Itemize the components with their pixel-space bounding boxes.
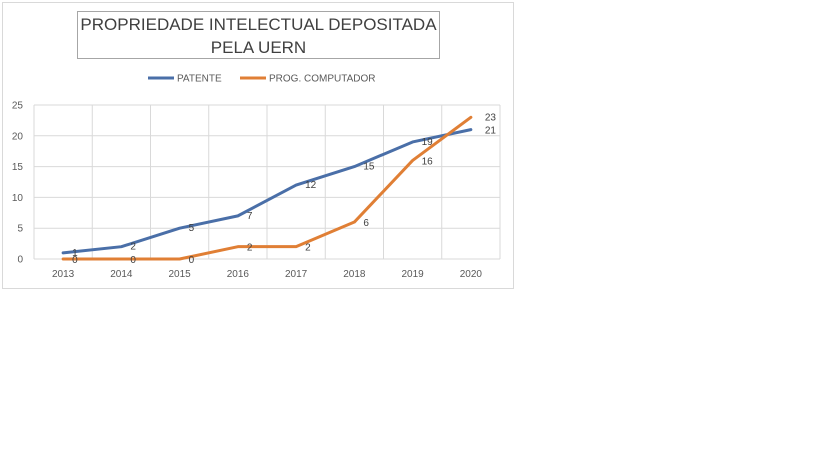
data-label: 7 <box>247 211 253 222</box>
y-tick-label: 25 <box>12 101 24 112</box>
chart-title: PROPRIEDADE INTELECTUAL DEPOSITADA PELA … <box>77 11 440 59</box>
data-label: 2 <box>305 243 311 254</box>
y-tick-label: 15 <box>12 162 24 173</box>
x-tick-label: 2018 <box>343 269 366 280</box>
chart-frame <box>2 2 514 289</box>
series-line-0 <box>61 128 473 255</box>
series-line-1 <box>61 115 473 261</box>
data-label: 0 <box>189 255 195 266</box>
data-label: 6 <box>363 218 369 229</box>
x-tick-label: 2016 <box>227 269 250 280</box>
data-label: 19 <box>422 137 434 148</box>
data-label: 0 <box>130 255 136 266</box>
legend: PATENTE PROG. COMPUTADOR <box>148 74 375 85</box>
x-tick-label: 2019 <box>402 269 425 280</box>
x-tick-label: 2015 <box>169 269 192 280</box>
x-tick-label: 2014 <box>110 269 133 280</box>
data-label: 2 <box>130 242 136 253</box>
data-label: 23 <box>485 112 497 123</box>
data-label: 16 <box>422 156 434 167</box>
data-label: 12 <box>305 180 317 191</box>
data-label: 5 <box>189 223 195 234</box>
data-label: 0 <box>72 255 78 266</box>
legend-label: PROG. COMPUTADOR <box>269 74 375 85</box>
gridlines <box>33 104 501 260</box>
legend-label: PATENTE <box>177 74 222 85</box>
x-tick-label: 2017 <box>285 269 308 280</box>
y-tick-label: 10 <box>12 193 24 204</box>
y-tick-label: 20 <box>12 131 24 142</box>
data-label: 2 <box>247 243 253 254</box>
y-tick-label: 5 <box>17 224 23 235</box>
data-label: 21 <box>485 126 497 137</box>
x-tick-label: 2020 <box>460 269 483 280</box>
x-tick-label: 2013 <box>52 269 75 280</box>
series-lines <box>61 115 473 261</box>
data-label: 1 <box>72 248 78 259</box>
y-tick-label: 0 <box>17 255 23 266</box>
data-label: 15 <box>363 162 375 173</box>
